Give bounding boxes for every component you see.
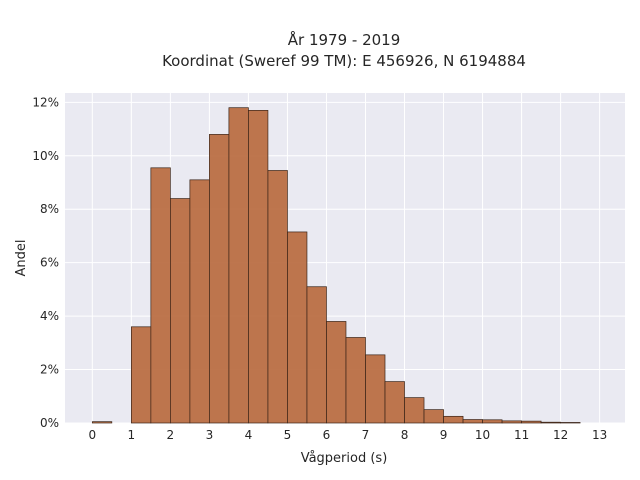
y-tick-label: 6% [40, 256, 59, 270]
x-tick-label: 7 [362, 428, 370, 442]
chart-title-line-1: År 1979 - 2019 [288, 30, 401, 49]
histogram-bar [130, 326, 152, 424]
histogram-bar [306, 286, 327, 424]
histogram-bar [248, 110, 269, 424]
y-tick-label: 10% [32, 149, 59, 163]
x-tick-label: 1 [128, 428, 136, 442]
histogram-bar [345, 337, 366, 424]
histogram-bar [404, 397, 425, 424]
histogram-bar [443, 415, 464, 424]
y-ticks: 0% 2% 4% 6% 8% 10% 12% [32, 95, 59, 430]
histogram-bar [228, 107, 249, 424]
x-tick-label: 12 [553, 428, 568, 442]
y-tick-label: 0% [40, 416, 59, 430]
histogram-bar [560, 422, 581, 424]
bars [91, 107, 581, 424]
chart-title-line-2: Koordinat (Sweref 99 TM): E 456926, N 61… [162, 52, 526, 70]
y-tick-label: 4% [40, 309, 59, 323]
histogram-bar [91, 421, 113, 424]
histogram-bar [209, 134, 230, 424]
histogram-bar [462, 419, 483, 424]
histogram-bar [267, 170, 288, 424]
x-ticks: 0 1 2 3 4 5 6 7 8 9 10 11 12 13 [88, 428, 607, 442]
x-axis-label: Vågperiod (s) [301, 451, 388, 466]
histogram-bar [189, 179, 210, 424]
x-tick-label: 0 [88, 428, 96, 442]
histogram-bar [287, 231, 308, 424]
histogram-bar [521, 420, 542, 424]
histogram-bar [170, 198, 191, 424]
y-axis-label: Andel [14, 240, 29, 277]
x-tick-label: 5 [284, 428, 292, 442]
x-tick-label: 11 [514, 428, 529, 442]
histogram-bar [384, 381, 405, 424]
histogram-bar [423, 409, 444, 424]
x-tick-label: 9 [440, 428, 448, 442]
histogram-bar [365, 354, 386, 424]
histogram-bar [326, 321, 347, 424]
histogram-bar [482, 419, 503, 424]
histogram-bar [150, 167, 171, 424]
histogram-bar [501, 420, 522, 424]
y-tick-label: 2% [40, 363, 59, 377]
x-tick-label: 8 [401, 428, 409, 442]
y-tick-label: 12% [32, 95, 59, 109]
x-tick-label: 13 [592, 428, 607, 442]
x-tick-label: 3 [206, 428, 214, 442]
histogram-bar [540, 421, 561, 424]
x-tick-label: 6 [323, 428, 331, 442]
x-tick-label: 10 [475, 428, 490, 442]
x-tick-label: 4 [245, 428, 253, 442]
y-tick-label: 8% [40, 202, 59, 216]
x-tick-label: 2 [167, 428, 175, 442]
